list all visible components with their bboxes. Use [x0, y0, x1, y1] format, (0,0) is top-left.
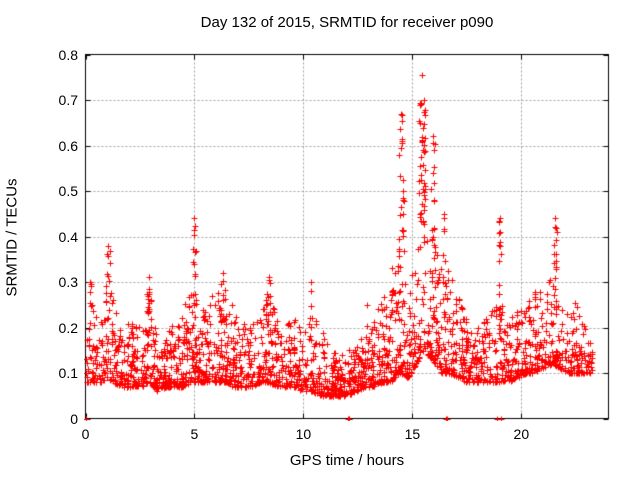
y-tick-label: 0.8: [58, 46, 78, 63]
y-tick-label: 0: [70, 410, 78, 427]
chart-title: Day 132 of 2015, SRMTID for receiver p09…: [200, 14, 494, 31]
x-axis-label: GPS time / hours: [289, 452, 405, 469]
x-tick-label: 5: [190, 426, 199, 442]
x-tick-label: 15: [404, 426, 421, 442]
y-tick-label: 0.1: [58, 365, 78, 381]
y-tick-label: 0.4: [58, 228, 78, 245]
y-tick-label: 0.6: [58, 137, 78, 154]
x-tick-label: 0: [81, 426, 90, 442]
y-tick-label: 0.7: [58, 92, 78, 108]
y-tick-label: 0.5: [58, 183, 78, 199]
x-tick-label: 10: [295, 426, 312, 442]
y-tick-label: 0.2: [58, 319, 78, 336]
y-tick-label: 0.3: [58, 274, 78, 290]
plot-area: [84, 53, 611, 421]
x-tick-label: 20: [513, 426, 530, 442]
